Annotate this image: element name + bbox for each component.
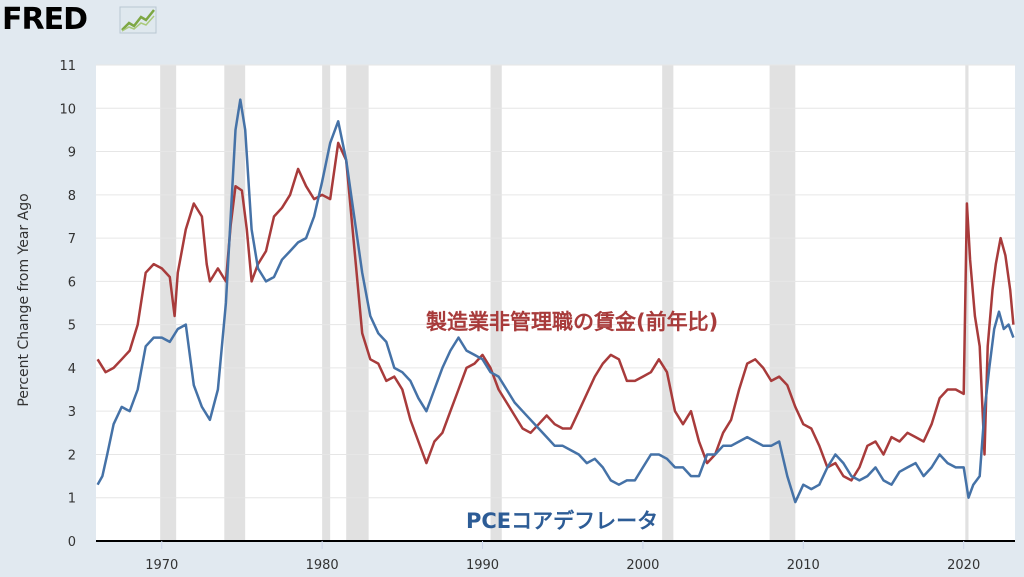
recession-bar [160, 65, 177, 541]
y-tick-label: 2 [68, 448, 76, 463]
y-tick-label: 10 [59, 102, 76, 117]
y-axis-label: Percent Change from Year Ago [16, 193, 32, 406]
axes: 0 1 2 3 4 5 6 7 8 9 10 11 1970 1980 1990 2000 2010 2020 [59, 59, 1015, 573]
recession-bar [490, 65, 502, 541]
recession-bar [224, 65, 246, 541]
trend-chart-icon [119, 6, 157, 34]
recession-shading [160, 65, 969, 541]
y-tick-label: 8 [68, 189, 76, 204]
header: FRED [0, 0, 1024, 50]
pce-series-line [96, 98, 1015, 504]
recession-bar [322, 65, 331, 541]
y-tick-label: 11 [59, 59, 76, 74]
wages-series-line [96, 141, 1015, 482]
x-tick-label: 1980 [306, 558, 339, 573]
y-tick-label: 9 [68, 146, 76, 161]
y-tick-label: 0 [68, 535, 76, 550]
y-tick-label: 7 [68, 232, 76, 247]
fred-logo[interactable]: FRED [2, 2, 88, 37]
y-tick-label: 6 [68, 275, 76, 290]
y-tick-label: 1 [68, 492, 76, 507]
pce-annotation: PCEコアデフレータ [466, 509, 658, 533]
x-tick-label: 1990 [466, 558, 499, 573]
x-tick-label: 2020 [947, 558, 980, 573]
series-lines [96, 98, 1015, 504]
x-tick-label: 2010 [787, 558, 820, 573]
recession-bar [965, 65, 969, 541]
y-tick-label: 4 [68, 362, 76, 377]
x-tick-label: 1970 [145, 558, 178, 573]
recession-bar [662, 65, 674, 541]
wages-annotation: 製造業非管理職の賃金(前年比) [425, 310, 718, 334]
y-tick-label: 3 [68, 405, 76, 420]
y-tick-label: 5 [68, 319, 76, 334]
recession-bar [769, 65, 796, 541]
x-tick-label: 2000 [626, 558, 659, 573]
recession-bar [346, 65, 369, 541]
